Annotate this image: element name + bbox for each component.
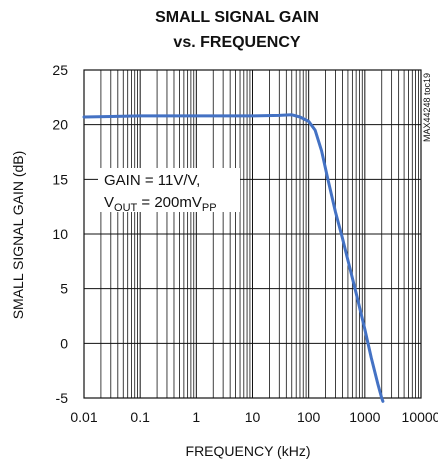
y-tick-labels: 25 20 15 10 5 0 -5 <box>52 62 68 406</box>
chart-title-line2: vs. FREQUENCY <box>173 34 300 51</box>
annotation: GAIN = 11V/V, VOUT = 200mVPP <box>98 168 240 214</box>
y-tick-label: 10 <box>52 226 68 242</box>
plot-frame <box>83 69 422 399</box>
x-axis-label: FREQUENCY (kHz) <box>186 443 311 459</box>
x-tick-label: 10 <box>245 409 261 425</box>
x-tick-label: 100 <box>297 409 321 425</box>
y-tick-label: 5 <box>60 281 68 297</box>
y-tick-label: 20 <box>52 117 68 133</box>
y-tick-label: 15 <box>52 171 68 187</box>
x-tick-label: 0.01 <box>70 409 97 425</box>
annotation-line1: GAIN = 11V/V, <box>104 172 200 189</box>
y-axis-label: SMALL SIGNAL GAIN (dB) <box>10 151 26 320</box>
annotation-line2: VOUT = 200mVPP <box>104 194 217 214</box>
series-line <box>82 113 385 403</box>
x-tick-labels: 0.01 0.1 1 10 100 1000 10000 <box>70 409 438 425</box>
x-tick-label: 1 <box>192 409 200 425</box>
y-tick-label: 25 <box>52 62 68 78</box>
chart-title-line1: SMALL SIGNAL GAIN <box>155 9 319 26</box>
annotation-background <box>98 168 240 212</box>
x-tick-label: 0.1 <box>130 409 150 425</box>
x-tick-label: 1000 <box>349 409 380 425</box>
x-tick-label: 10000 <box>402 409 438 425</box>
watermark: MAX44248 toc19 <box>422 73 432 142</box>
y-tick-label: -5 <box>56 390 69 406</box>
y-tick-label: 0 <box>60 335 68 351</box>
